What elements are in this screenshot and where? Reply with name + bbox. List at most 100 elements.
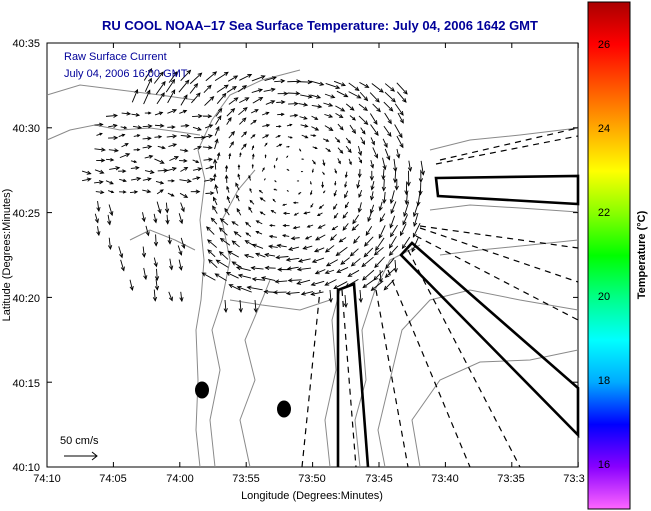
current-arrow [371,181,375,190]
current-arrow [167,89,176,104]
current-arrow [179,179,191,182]
current-arrow-head [304,135,309,139]
current-arrow [208,259,218,269]
current-arrow [234,231,242,238]
current-arrow [389,245,399,256]
current-arrow [250,119,257,125]
current-arrow-head [113,135,119,141]
current-arrow-head [362,283,368,289]
current-arrow [237,85,247,93]
current-arrow [336,90,348,98]
current-arrow [261,112,269,116]
current-arrow-head [334,183,337,186]
current-arrow [389,215,396,228]
current-arrow-head [110,157,115,162]
current-arrow [108,149,119,152]
current-arrow [205,192,214,194]
current-arrow [82,178,91,182]
current-arrow [256,220,263,225]
current-arrow-head [224,164,229,169]
current-arrow [325,279,337,286]
current-arrow-head [413,222,418,228]
current-arrow [365,226,373,236]
current-arrow-head [387,132,392,137]
current-arrow-head [319,81,325,86]
x-tick-label: 74:05 [99,473,127,485]
current-arrow [361,256,374,267]
current-arrow-head [317,104,323,109]
radial-dashed-line [419,227,579,283]
current-arrow-head [209,177,215,183]
current-arrow-head [324,269,330,275]
current-arrow-head [341,82,346,87]
current-arrow-head [404,200,409,206]
current-arrow-head [165,219,170,225]
current-arrow-head [265,142,268,146]
current-arrow-head [248,174,251,179]
scale-label: 50 cm/s [60,435,99,447]
current-arrow-head [223,71,229,77]
current-arrow [203,85,212,93]
current-arrow-head [340,260,346,265]
current-arrow-head [342,226,347,231]
current-arrow [130,167,139,169]
current-arrow-head [298,192,301,195]
current-arrow-head [362,276,367,281]
current-arrow [142,246,145,257]
current-arrow [192,126,202,131]
current-arrow [348,269,360,277]
current-arrow-head [328,126,334,131]
current-arrow-head [363,96,369,102]
current-arrow [324,93,335,98]
current-arrow-head [373,250,379,256]
current-arrow [205,71,217,82]
current-arrow-head [347,140,352,144]
current-arrow-head [340,107,346,112]
current-arrow-head [391,97,396,103]
current-arrow-head [335,251,341,257]
current-arrow-head [143,275,148,281]
colorbar-tick-label: 26 [598,39,610,51]
current-arrow-head [361,140,366,145]
current-arrow-head [314,146,318,150]
current-arrow-head [210,217,215,222]
current-arrow-head [277,135,281,138]
current-arrow-head [264,178,266,180]
current-arrow [229,284,241,291]
current-arrow-head [299,149,302,152]
current-arrow [390,224,398,237]
current-arrow-head [147,67,153,73]
current-arrow-head [371,141,375,146]
current-arrow-head [223,308,228,314]
current-arrow [178,259,182,271]
current-arrow-head [125,153,131,158]
current-arrow [291,237,300,240]
coastline-contour [195,69,301,468]
current-arrow [370,159,374,168]
current-arrow [155,234,157,246]
current-arrow-head [325,262,331,267]
current-arrow [311,115,318,120]
current-arrow [229,141,234,149]
current-arrow [254,299,257,313]
current-arrow [106,158,114,161]
current-arrow-head [264,252,270,258]
current-arrow-head [394,185,399,191]
current-arrow [262,124,270,127]
current-arrow [250,109,259,114]
current-arrow-head [159,71,164,77]
current-arrow [337,123,344,131]
current-arrow-head [333,193,337,197]
current-arrow-head [278,143,283,147]
current-arrow [237,286,252,293]
current-arrow-head [223,84,229,89]
current-arrow [325,245,335,253]
current-arrow-head [158,111,164,116]
current-arrow [372,147,378,158]
current-arrow [215,273,227,282]
current-arrow [344,294,347,308]
current-arrow [107,214,111,225]
current-arrow-head [325,138,330,142]
current-arrow-head [275,157,278,160]
current-arrow-head [401,244,407,250]
